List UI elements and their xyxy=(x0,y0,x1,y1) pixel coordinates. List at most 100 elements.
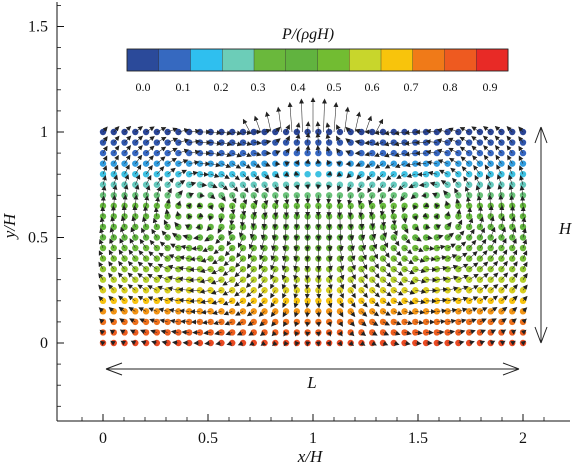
particle xyxy=(433,213,441,220)
velocity-arrow xyxy=(285,124,290,133)
velocity-arrow xyxy=(339,300,344,309)
particle xyxy=(401,339,408,347)
velocity-arrow xyxy=(413,204,418,211)
velocity-arrow xyxy=(113,154,119,164)
velocity-arrow xyxy=(226,340,233,346)
velocity-arrow xyxy=(188,277,200,283)
velocity-arrow xyxy=(137,295,147,302)
particle xyxy=(358,234,365,241)
velocity-arrow xyxy=(315,158,321,164)
particle xyxy=(422,244,430,252)
velocity-arrow xyxy=(336,195,342,205)
velocity-arrow xyxy=(448,127,459,133)
velocity-arrow xyxy=(479,307,488,312)
colorbar-tick-label: 0.1 xyxy=(176,80,191,94)
velocity-arrow xyxy=(272,340,278,347)
velocity-arrow xyxy=(180,244,190,250)
velocity-arrow xyxy=(471,126,481,133)
velocity-arrow xyxy=(422,212,428,218)
velocity-arrow xyxy=(518,155,524,164)
velocity-arrow xyxy=(119,318,125,324)
velocity-arrow xyxy=(436,276,449,282)
velocity-arrow xyxy=(357,195,363,206)
velocity-arrow xyxy=(200,257,211,263)
particle xyxy=(498,297,505,304)
velocity-arrow xyxy=(404,289,416,295)
velocity-arrow xyxy=(147,296,157,302)
velocity-arrow xyxy=(490,226,496,238)
particle xyxy=(390,234,397,241)
velocity-arrow xyxy=(394,152,405,158)
velocity-arrow xyxy=(293,171,300,176)
colorbar-swatch xyxy=(412,48,445,72)
velocity-arrow xyxy=(393,268,404,276)
particle xyxy=(293,128,301,136)
velocity-arrow xyxy=(337,340,343,347)
velocity-arrow xyxy=(339,279,345,290)
particle xyxy=(207,318,214,326)
velocity-arrow xyxy=(224,320,233,326)
velocity-arrow xyxy=(339,290,344,299)
velocity-arrow xyxy=(294,331,300,337)
velocity-arrow xyxy=(232,173,240,181)
velocity-arrow xyxy=(382,300,392,307)
velocity-arrow xyxy=(426,277,438,283)
velocity-arrow xyxy=(221,184,229,191)
velocity-arrow xyxy=(108,272,114,280)
velocity-arrow xyxy=(336,148,342,154)
velocity-arrow xyxy=(199,268,211,274)
particle xyxy=(229,265,236,273)
velocity-arrow xyxy=(448,157,459,164)
velocity-arrow xyxy=(148,307,157,313)
velocity-arrow xyxy=(436,128,448,133)
velocity-arrow xyxy=(287,101,293,133)
velocity-arrow xyxy=(167,157,178,164)
velocity-arrow xyxy=(472,155,481,164)
velocity-arrow xyxy=(382,226,388,238)
velocity-arrow xyxy=(305,144,311,154)
velocity-arrow xyxy=(415,330,423,336)
particle xyxy=(110,339,117,347)
velocity-arrow xyxy=(158,307,168,313)
y-ticks: 0 0.5 1 1.5 xyxy=(28,5,64,407)
velocity-arrow xyxy=(369,205,375,218)
particle xyxy=(110,329,117,336)
velocity-arrow xyxy=(258,311,265,317)
velocity-arrow xyxy=(522,295,528,302)
velocity-arrow xyxy=(350,290,356,299)
velocity-arrow xyxy=(210,151,222,157)
particle xyxy=(498,223,505,231)
velocity-arrow xyxy=(436,297,448,303)
x-tick-label: 2 xyxy=(519,430,527,447)
velocity-arrow xyxy=(378,195,384,205)
velocity-arrow xyxy=(447,232,455,238)
velocity-arrow xyxy=(167,286,179,292)
velocity-arrow xyxy=(501,226,506,238)
velocity-arrow xyxy=(293,279,299,290)
colorbar-frame xyxy=(126,48,509,72)
velocity-arrow xyxy=(135,135,144,143)
velocity-arrow xyxy=(391,216,397,226)
velocity-arrow xyxy=(333,101,339,133)
velocity-arrow xyxy=(372,311,380,317)
velocity-arrow xyxy=(251,205,257,218)
velocity-arrow xyxy=(113,145,120,154)
velocity-arrow xyxy=(365,115,373,133)
velocity-arrow xyxy=(490,272,499,280)
particle xyxy=(336,276,344,283)
velocity-arrow xyxy=(520,340,527,346)
velocity-arrow xyxy=(445,200,450,206)
velocity-arrow xyxy=(99,340,106,346)
colorbar-tick-label: 0.3 xyxy=(251,80,266,94)
velocity-arrow xyxy=(145,145,155,154)
velocity-arrow xyxy=(445,210,451,217)
velocity-arrow xyxy=(145,136,155,143)
velocity-arrow xyxy=(270,290,276,299)
velocity-arrow xyxy=(196,202,203,208)
velocity-arrow xyxy=(179,255,190,261)
velocity-arrow xyxy=(161,230,168,238)
velocity-arrow xyxy=(468,239,477,249)
velocity-arrow xyxy=(167,264,179,270)
velocity-arrow xyxy=(129,238,136,249)
velocity-arrow xyxy=(316,311,322,318)
